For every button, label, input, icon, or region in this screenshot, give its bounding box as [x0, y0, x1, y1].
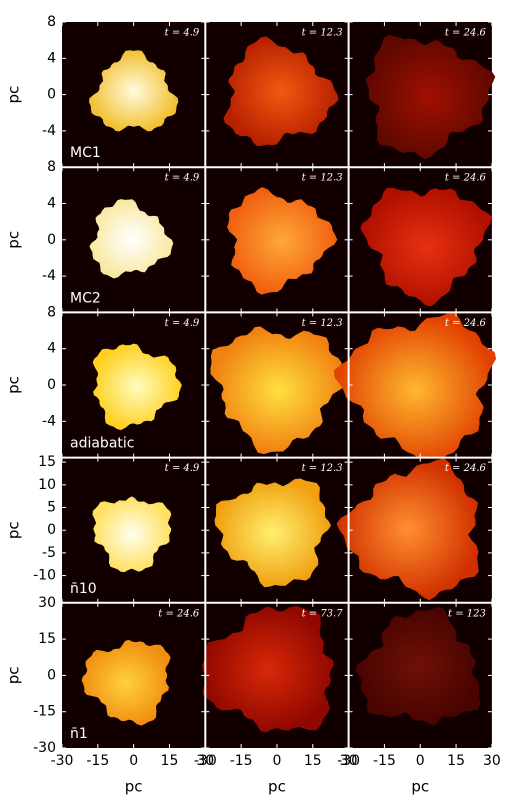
x-tick-label: -30	[51, 753, 74, 769]
x-tick-label: -15	[230, 753, 253, 769]
blob	[336, 458, 479, 601]
y-axis-label: pc	[5, 376, 23, 394]
time-label: t = 24.6	[445, 318, 487, 329]
y-tick-label: 0	[47, 522, 56, 538]
time-label: t = 4.9	[165, 173, 200, 184]
y-tick-label: -4	[42, 123, 56, 139]
y-tick-label: 8	[47, 304, 56, 320]
y-tick-label: 0	[47, 377, 56, 393]
x-tick-label: 0	[129, 753, 138, 769]
blob	[92, 496, 172, 573]
y-axis-label: pc	[5, 667, 23, 685]
y-axis-label: pc	[5, 86, 23, 104]
blob	[365, 34, 496, 160]
y-tick-label: 30	[38, 595, 56, 611]
blob	[360, 187, 492, 307]
x-tick-label: 15	[447, 753, 465, 769]
row-label: MC1	[70, 145, 101, 161]
x-tick-label: 0	[416, 753, 425, 769]
row-label: MC2	[70, 290, 101, 306]
time-label: t = 4.9	[165, 318, 200, 329]
y-tick-label: 4	[47, 196, 56, 212]
y-tick-label: 0	[47, 232, 56, 248]
y-tick-label: 15	[38, 631, 56, 647]
y-tick-label: 0	[47, 667, 56, 683]
y-tick-label: -15	[33, 704, 56, 720]
y-tick-label: -4	[42, 268, 56, 284]
blob	[89, 50, 179, 132]
blob	[210, 326, 348, 455]
x-axis-label: pc	[125, 778, 143, 796]
x-tick-label: 30	[340, 753, 358, 769]
y-tick-label: -10	[33, 568, 56, 584]
y-tick-label: 15	[38, 454, 56, 470]
blob	[333, 313, 497, 467]
blob	[355, 607, 481, 725]
x-tick-label: 0	[272, 753, 281, 769]
time-label: t = 12.3	[302, 318, 343, 329]
time-label: t = 24.6	[445, 28, 487, 39]
blob	[92, 343, 182, 431]
time-label: t = 24.6	[445, 463, 487, 474]
x-tick-label: -15	[86, 753, 109, 769]
x-axis-label: pc	[411, 778, 429, 796]
x-axis-label: pc	[268, 778, 286, 796]
y-axis-label: pc	[5, 231, 23, 249]
x-tick-label: -30	[337, 753, 360, 769]
y-tick-label: 8	[47, 14, 56, 30]
y-tick-label: 8	[47, 159, 56, 175]
row-label: adiabatic	[70, 436, 134, 452]
time-label: t = 24.6	[158, 608, 200, 619]
blob	[81, 639, 171, 726]
y-axis-label: pc	[5, 521, 23, 539]
time-label: t = 12.3	[302, 173, 343, 184]
y-tick-label: -5	[42, 545, 56, 561]
y-tick-label: 0	[47, 87, 56, 103]
time-label: t = 4.9	[165, 28, 200, 39]
time-label: t = 24.6	[445, 173, 487, 184]
x-tick-label: 30	[196, 753, 214, 769]
blob	[89, 199, 174, 279]
x-tick-label: -15	[373, 753, 396, 769]
y-tick-label: -4	[42, 413, 56, 429]
time-label: t = 12.3	[302, 28, 343, 39]
time-label: t = 73.7	[302, 608, 344, 619]
time-label: t = 123	[448, 608, 486, 619]
time-label: t = 12.3	[302, 463, 343, 474]
blob	[202, 605, 334, 733]
row-label: n̄1	[70, 726, 88, 742]
blob	[223, 36, 339, 147]
blob	[227, 187, 338, 295]
x-tick-label: 30	[483, 753, 501, 769]
x-tick-label: 15	[161, 753, 179, 769]
y-tick-label: 4	[47, 50, 56, 66]
y-tick-label: -30	[33, 740, 56, 756]
x-tick-label: -30	[194, 753, 217, 769]
y-tick-label: 5	[47, 500, 56, 516]
y-tick-label: 4	[47, 341, 56, 357]
blob	[214, 478, 331, 588]
y-tick-label: 10	[38, 477, 56, 493]
row-label: n̄10	[70, 581, 97, 597]
x-tick-label: 15	[304, 753, 322, 769]
time-label: t = 4.9	[165, 463, 200, 474]
